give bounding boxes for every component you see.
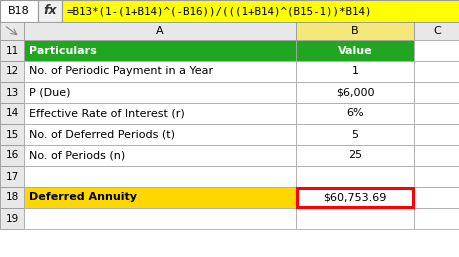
Text: 6%: 6%: [346, 108, 363, 118]
Bar: [24, 208, 295, 229]
Bar: [413, 208, 459, 229]
Text: $60,753.69: $60,753.69: [323, 192, 386, 203]
Text: 14: 14: [6, 108, 18, 118]
Text: fx: fx: [43, 5, 57, 17]
Text: 16: 16: [6, 151, 18, 161]
Bar: [62, 0, 459, 22]
Text: 13: 13: [6, 87, 18, 97]
Bar: [38, 0, 62, 22]
Bar: [413, 40, 459, 61]
Text: 11: 11: [6, 45, 18, 56]
Text: B: B: [350, 26, 358, 36]
Bar: [297, 188, 412, 207]
Bar: [0, 82, 24, 103]
Text: 25: 25: [347, 151, 361, 161]
Bar: [295, 208, 413, 229]
Bar: [0, 187, 24, 208]
Text: C: C: [432, 26, 440, 36]
Bar: [0, 124, 24, 145]
Bar: [0, 145, 24, 166]
Bar: [413, 166, 459, 187]
Bar: [295, 166, 413, 187]
Bar: [413, 61, 459, 82]
Bar: [0, 61, 24, 82]
Bar: [295, 40, 413, 61]
Bar: [24, 103, 295, 124]
Text: Deferred Annuity: Deferred Annuity: [29, 192, 137, 203]
Bar: [295, 145, 413, 166]
Text: 17: 17: [6, 171, 18, 181]
Bar: [24, 145, 295, 166]
Bar: [0, 166, 24, 187]
Bar: [295, 187, 413, 208]
Text: No. of Periodic Payment in a Year: No. of Periodic Payment in a Year: [29, 67, 213, 77]
Bar: [413, 82, 459, 103]
Text: 18: 18: [6, 192, 18, 203]
Text: 12: 12: [6, 67, 18, 77]
Text: No. of Periods (n): No. of Periods (n): [29, 151, 125, 161]
Text: 19: 19: [6, 214, 18, 224]
Bar: [413, 22, 459, 40]
Bar: [24, 166, 295, 187]
Text: 15: 15: [6, 130, 18, 140]
Bar: [295, 124, 413, 145]
Bar: [295, 103, 413, 124]
Text: $6,000: $6,000: [335, 87, 374, 97]
Text: B18: B18: [8, 6, 30, 16]
Bar: [24, 40, 295, 61]
Bar: [24, 82, 295, 103]
Bar: [413, 145, 459, 166]
Bar: [413, 124, 459, 145]
Text: A: A: [156, 26, 163, 36]
Bar: [24, 61, 295, 82]
Bar: [295, 61, 413, 82]
Bar: [0, 0, 38, 22]
Text: =B13*(1-(1+B14)^(-B16))/(((1+B14)^(B15-1))*B14): =B13*(1-(1+B14)^(-B16))/(((1+B14)^(B15-1…: [67, 6, 372, 16]
Text: No. of Deferred Periods (t): No. of Deferred Periods (t): [29, 130, 174, 140]
Text: P (Due): P (Due): [29, 87, 70, 97]
Bar: [0, 22, 24, 40]
Bar: [24, 187, 295, 208]
Bar: [295, 22, 413, 40]
Bar: [0, 208, 24, 229]
Bar: [24, 22, 295, 40]
Text: Particulars: Particulars: [29, 45, 96, 56]
Bar: [0, 40, 24, 61]
Bar: [0, 103, 24, 124]
Text: Effective Rate of Interest (r): Effective Rate of Interest (r): [29, 108, 185, 118]
Bar: [413, 103, 459, 124]
Text: 1: 1: [351, 67, 358, 77]
Text: Value: Value: [337, 45, 371, 56]
Text: 5: 5: [351, 130, 358, 140]
Bar: [295, 82, 413, 103]
Bar: [24, 124, 295, 145]
Bar: [413, 187, 459, 208]
